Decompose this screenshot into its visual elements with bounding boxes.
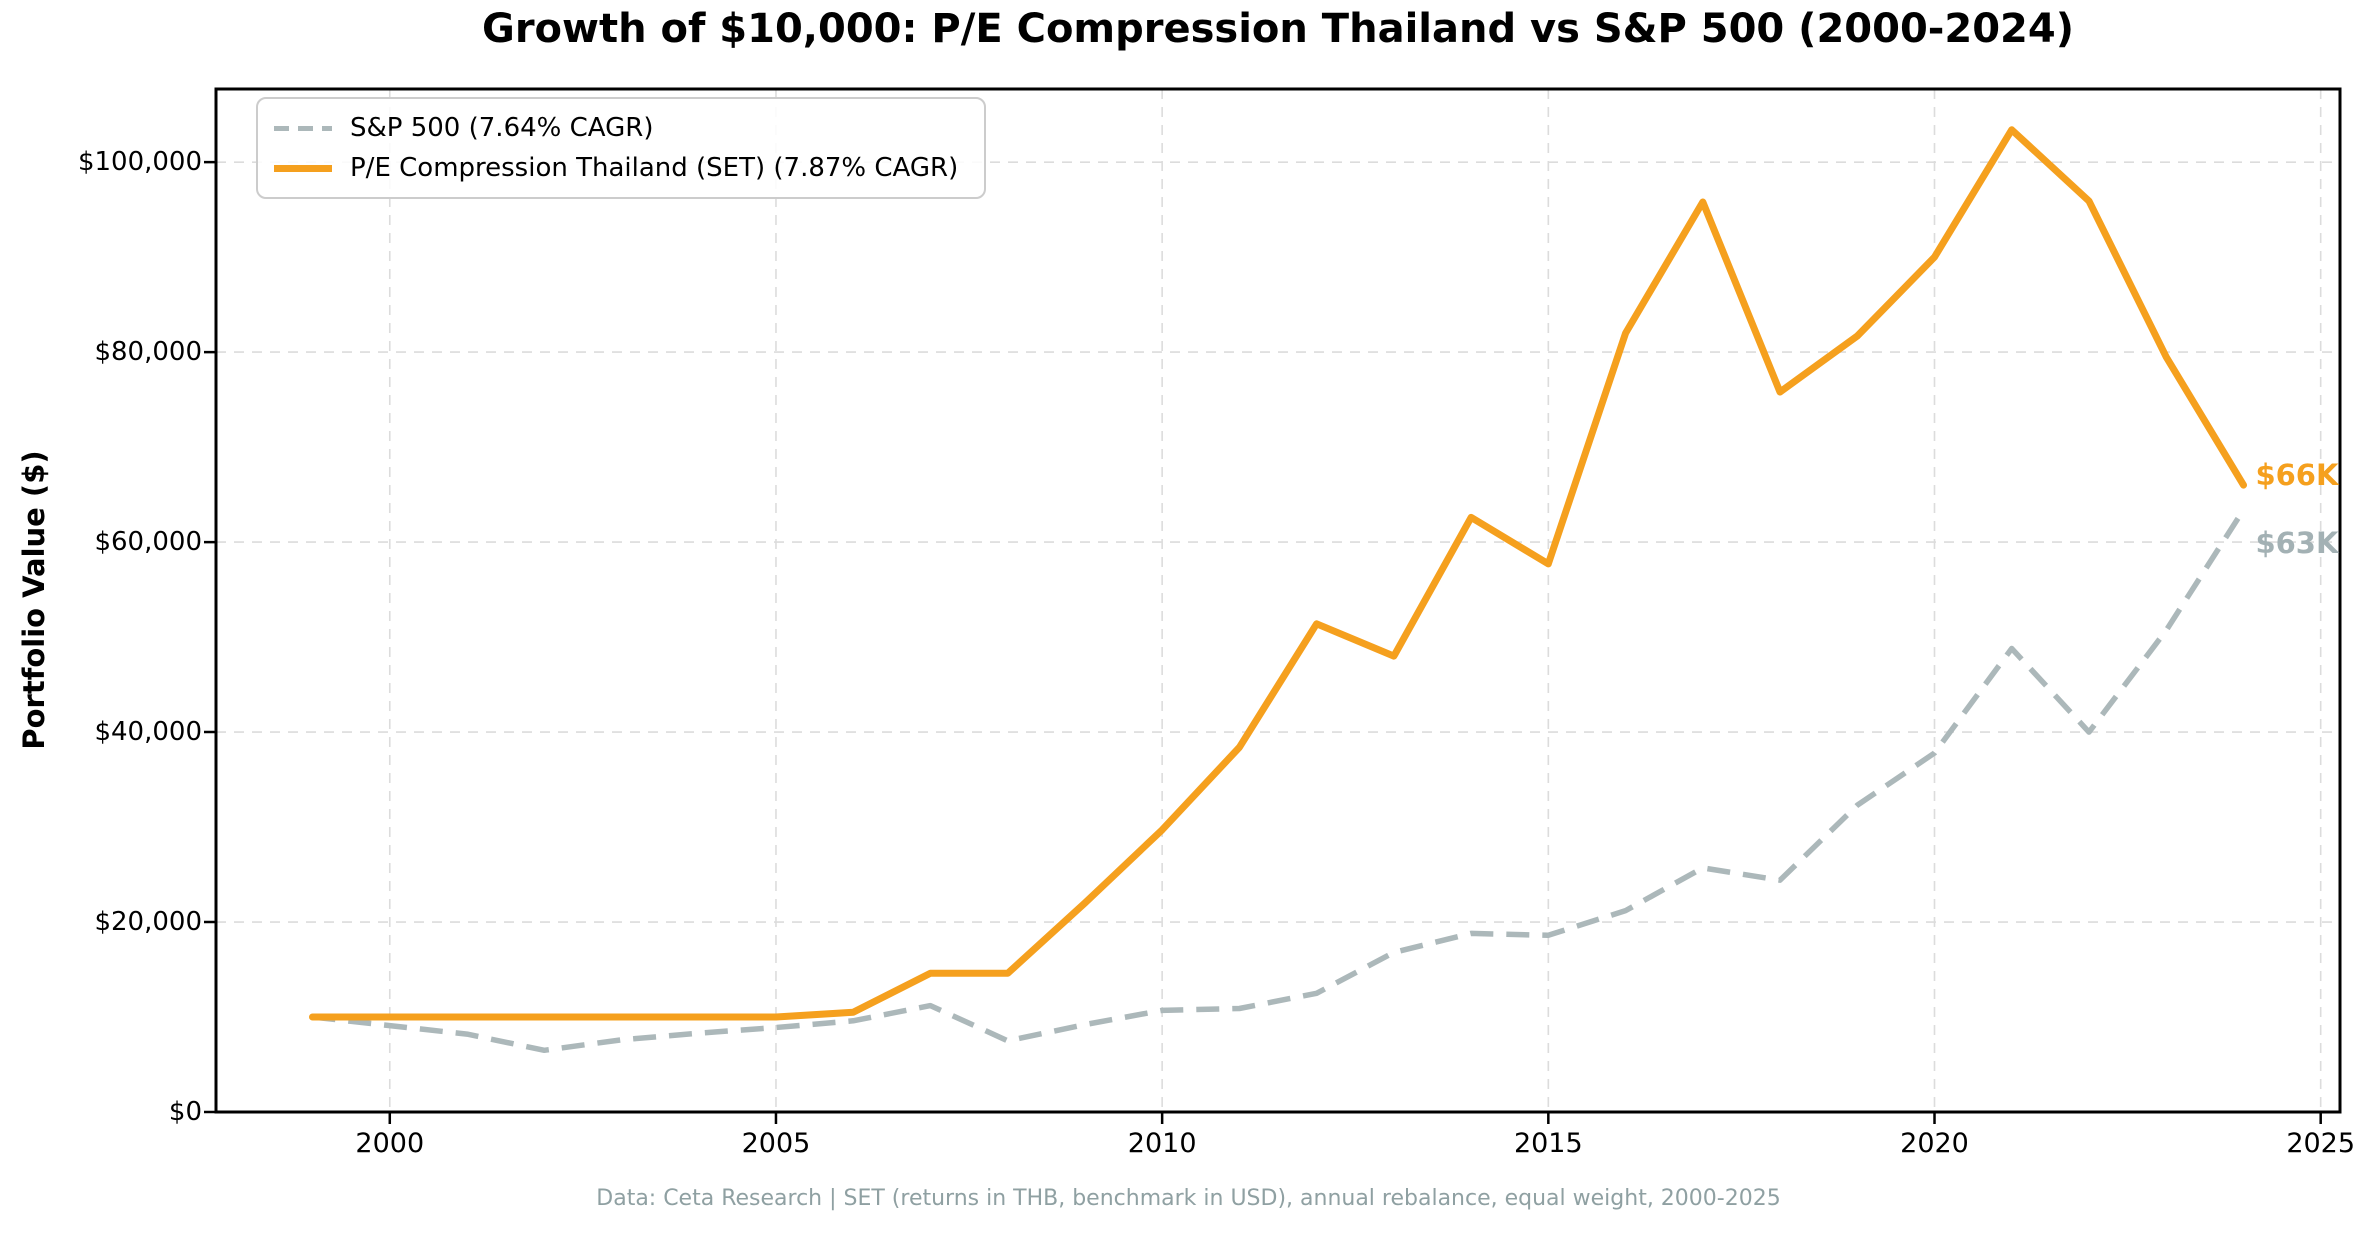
legend-item-sp500: S&P 500 (7.64% CAGR) <box>274 111 958 145</box>
end-label-sp500: $63K <box>2255 525 2339 560</box>
x-tick-label: 2025 <box>2286 1128 2356 1159</box>
legend-item-thailand: P/E Compression Thailand (SET) (7.87% CA… <box>274 151 958 185</box>
sp500-line-sample-icon <box>274 125 332 131</box>
thailand-line-sample-icon <box>274 164 332 172</box>
sp500-line <box>312 508 2246 1054</box>
y-tick-label: $40,000 <box>94 717 202 748</box>
y-tick-label: $80,000 <box>94 337 202 368</box>
end-label-thailand: $66K <box>2255 458 2339 493</box>
chart-title: Growth of $10,000: P/E Compression Thail… <box>481 6 2074 52</box>
x-tick-label: 2020 <box>1900 1128 1969 1159</box>
x-tick-label: 2010 <box>1127 1128 1197 1159</box>
axis-tick-marks <box>204 160 2322 1124</box>
y-axis-label: Portfolio Value ($) <box>17 450 51 750</box>
thailand-line <box>309 126 2247 1021</box>
y-tick-label: $20,000 <box>94 907 202 938</box>
legend-item-sp500-label: S&P 500 (7.64% CAGR) <box>350 113 654 143</box>
y-tick-label: $60,000 <box>94 527 202 558</box>
x-tick-label: 2005 <box>741 1128 811 1159</box>
x-tick-label: 2015 <box>1513 1128 1583 1159</box>
legend: S&P 500 (7.64% CAGR) P/E Compression Tha… <box>256 97 987 199</box>
footer-caption: Data: Ceta Research | SET (returns in TH… <box>596 1186 1781 1211</box>
y-tick-label: $100,000 <box>77 147 202 178</box>
grid-path <box>216 89 2340 1112</box>
plot-border <box>214 87 2342 1114</box>
y-tick-label: $0 <box>168 1097 202 1127</box>
gridlines <box>216 89 2340 1112</box>
tick-marks-path <box>204 160 2322 1124</box>
x-tick-label: 2000 <box>355 1128 425 1159</box>
legend-item-thailand-label: P/E Compression Thailand (SET) (7.87% CA… <box>350 153 959 183</box>
